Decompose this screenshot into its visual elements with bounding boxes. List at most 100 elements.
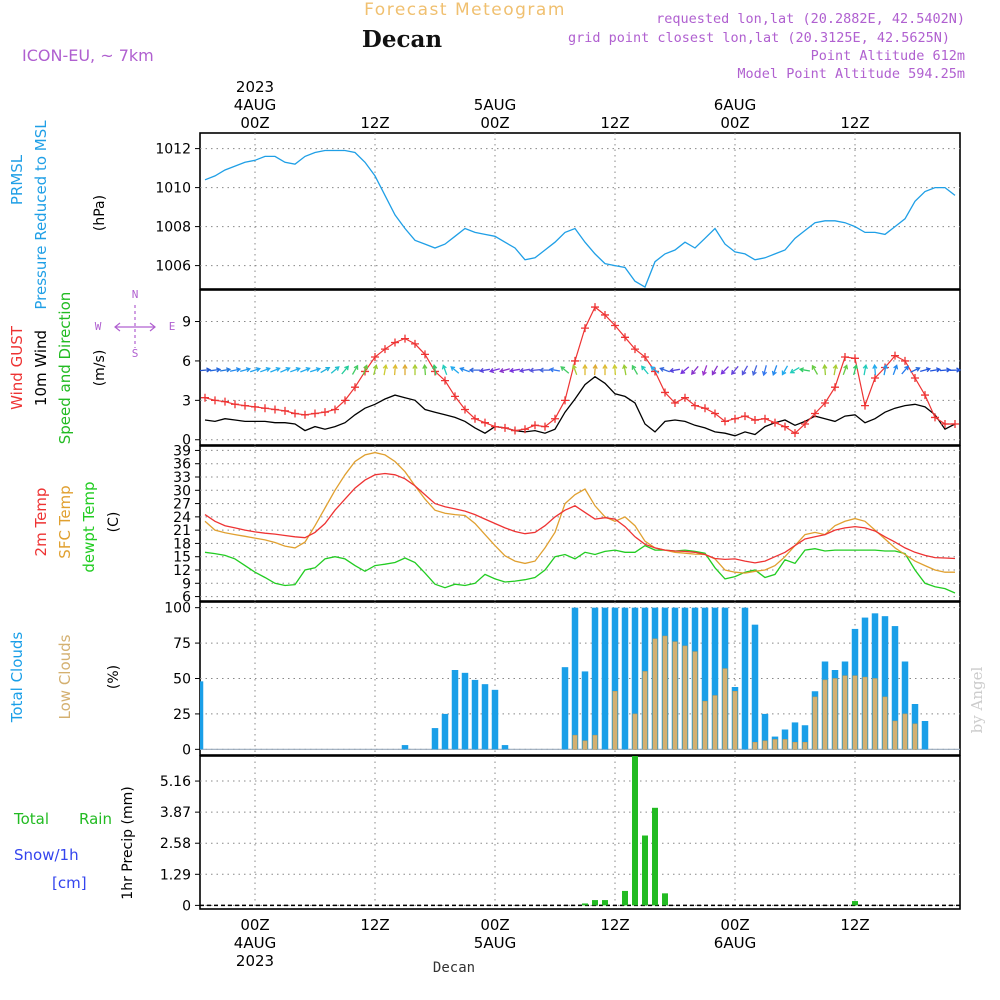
y-tick-label: 5.16 — [160, 774, 191, 790]
total-cloud-bar — [471, 679, 479, 750]
total-cloud-bar — [631, 607, 639, 750]
low-cloud-bar — [582, 740, 588, 750]
gust-marker — [471, 414, 479, 423]
panel-frame — [199, 755, 961, 910]
total-cloud-bar — [571, 607, 579, 750]
low-cloud-bar — [762, 740, 768, 750]
total-cloud-bar — [891, 626, 899, 750]
wind-direction-arrow — [622, 363, 628, 376]
bottom-time-label: 12Z — [600, 916, 629, 934]
low-cloud-bar — [782, 739, 788, 750]
pressure-label-2: Pressure Reduced to MSL — [32, 120, 50, 310]
wind-direction-arrow — [538, 367, 550, 373]
gust-marker — [741, 412, 749, 421]
gust-marker — [831, 383, 839, 392]
low-cloud-bar — [872, 678, 878, 750]
gust-marker — [801, 419, 809, 428]
gust-marker — [841, 352, 849, 361]
total-cloud-bar — [501, 745, 509, 750]
low-cloud-bar — [802, 742, 808, 750]
sfc-temp-line — [204, 451, 955, 574]
gust-marker — [311, 409, 319, 418]
gust-marker — [591, 303, 599, 312]
low-cloud-bar — [822, 679, 828, 750]
wind-speed-line — [204, 375, 956, 437]
wind-direction-arrow — [362, 364, 369, 376]
gust-marker — [671, 398, 679, 407]
gust-marker — [401, 334, 409, 343]
top-time-label: 00Z — [240, 114, 269, 132]
gust-marker — [531, 421, 539, 430]
wind-direction-arrow — [412, 363, 418, 376]
rain-bar — [632, 756, 638, 906]
gust-marker — [761, 414, 769, 423]
panel-frame — [199, 445, 961, 602]
gust-marker — [901, 356, 909, 365]
wind-direction-arrow — [341, 365, 350, 375]
total-cloud-bar — [401, 745, 409, 750]
total-cloud-bar — [701, 607, 709, 750]
total-cloud-bar — [881, 616, 889, 750]
y-tick-label: 50 — [173, 672, 191, 688]
y-tick-label: 1.29 — [160, 867, 191, 883]
gust-marker — [571, 356, 579, 365]
gust-marker — [551, 414, 559, 423]
wind-direction-arrow — [209, 367, 222, 373]
low-cloud-bar — [702, 700, 708, 750]
low-cloud-bar — [612, 691, 618, 750]
low-cloud-bar — [892, 720, 898, 750]
precip-panel: 0 1.29 2.58 3.87 5.16 — [160, 755, 961, 914]
rain-bar — [622, 890, 628, 906]
wind-direction-arrow — [701, 365, 708, 376]
y-tick-label: 100 — [164, 601, 191, 617]
gust-marker — [391, 338, 399, 347]
gust-marker — [201, 393, 209, 402]
y-tick-label: 0 — [182, 898, 191, 914]
wind-unit: (m/s) — [92, 350, 108, 387]
top-time-label: 2023 — [236, 78, 274, 96]
gust-marker — [871, 374, 879, 383]
wind-direction-arrow — [392, 363, 398, 376]
wind-direction-arrow — [432, 363, 438, 376]
wind-direction-arrow — [811, 364, 819, 375]
gust-marker — [411, 339, 419, 348]
y-tick-label: 18 — [173, 536, 191, 552]
low-cloud-bar — [722, 668, 728, 750]
rain-bar — [592, 900, 598, 906]
gust-marker — [921, 391, 929, 400]
wind-direction-arrow — [280, 366, 291, 373]
y-tick-label: 33 — [173, 470, 191, 486]
gust-marker — [791, 429, 799, 438]
wind-direction-arrow — [508, 367, 521, 374]
wind-direction-arrow — [659, 367, 670, 373]
temp-2m-line — [204, 472, 956, 564]
wind-direction-arrow — [310, 367, 322, 373]
bottom-time-label: 12Z — [360, 916, 389, 934]
y-tick-label: 0 — [182, 742, 191, 758]
y-tick-label: 9 — [182, 576, 191, 592]
location-title: Decan — [362, 26, 442, 53]
gust-marker — [781, 422, 789, 431]
wind-direction-arrow — [250, 367, 262, 373]
gust-marker — [301, 410, 309, 419]
total-cloud-bar — [791, 722, 799, 750]
low-cloud-bar — [632, 713, 638, 750]
wind-direction-arrow — [450, 366, 460, 374]
bottom-time-label: 2023 — [236, 952, 274, 970]
bottom-time-label: 6AUG — [714, 934, 756, 952]
wind-direction-arrow — [781, 365, 789, 376]
low-cloud-bar — [732, 691, 738, 750]
total-cloud-bar — [921, 721, 929, 750]
gust-marker — [931, 413, 939, 422]
low-cloud-bar — [672, 641, 678, 750]
compass-rose: N S W E — [95, 288, 176, 360]
wind-direction-arrow — [229, 367, 242, 373]
total-cloud-bar — [441, 713, 449, 750]
bottom-time-label: 4AUG — [234, 934, 276, 952]
clouds-label-total: Total Clouds — [8, 632, 26, 724]
low-cloud-bar — [652, 638, 658, 750]
gust-marker — [701, 404, 709, 413]
total-cloud-bar — [601, 607, 609, 750]
total-cloud-bar — [431, 728, 439, 750]
gust-marker — [951, 419, 959, 428]
